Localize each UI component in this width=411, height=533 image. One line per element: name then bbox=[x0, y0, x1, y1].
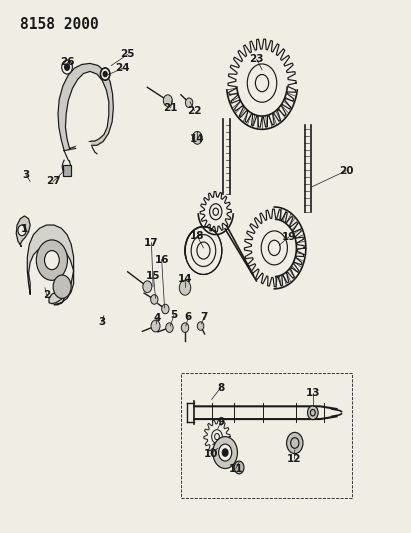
Text: 11: 11 bbox=[229, 464, 243, 473]
Circle shape bbox=[185, 227, 222, 274]
Text: 4: 4 bbox=[153, 312, 161, 322]
Text: 27: 27 bbox=[46, 176, 60, 187]
Text: 2: 2 bbox=[43, 289, 50, 300]
Circle shape bbox=[36, 240, 67, 280]
Circle shape bbox=[166, 323, 173, 333]
Circle shape bbox=[44, 251, 59, 270]
Text: 13: 13 bbox=[305, 388, 320, 398]
Circle shape bbox=[143, 281, 152, 293]
Polygon shape bbox=[200, 191, 231, 232]
Text: 18: 18 bbox=[190, 231, 205, 241]
Text: 7: 7 bbox=[201, 312, 208, 322]
Circle shape bbox=[65, 64, 69, 70]
Circle shape bbox=[179, 280, 191, 295]
Text: 8: 8 bbox=[217, 383, 224, 393]
Text: 1: 1 bbox=[21, 224, 28, 235]
Circle shape bbox=[219, 444, 232, 461]
Polygon shape bbox=[16, 216, 30, 246]
Polygon shape bbox=[245, 209, 304, 287]
Circle shape bbox=[103, 71, 107, 77]
Text: 26: 26 bbox=[60, 58, 75, 67]
Polygon shape bbox=[58, 63, 113, 151]
Text: 16: 16 bbox=[155, 255, 169, 264]
Circle shape bbox=[163, 95, 172, 107]
Circle shape bbox=[162, 304, 169, 314]
Text: 15: 15 bbox=[146, 271, 161, 280]
Circle shape bbox=[62, 60, 72, 74]
Text: 3: 3 bbox=[23, 170, 30, 180]
Text: 14: 14 bbox=[190, 134, 205, 144]
Circle shape bbox=[185, 98, 193, 108]
Text: 9: 9 bbox=[217, 417, 225, 427]
Polygon shape bbox=[76, 142, 92, 154]
Circle shape bbox=[181, 323, 189, 333]
Circle shape bbox=[151, 320, 160, 332]
Text: 23: 23 bbox=[249, 54, 264, 64]
Text: 10: 10 bbox=[203, 449, 218, 458]
Text: 25: 25 bbox=[120, 50, 135, 59]
Circle shape bbox=[197, 322, 204, 330]
Polygon shape bbox=[228, 39, 296, 127]
Circle shape bbox=[286, 432, 303, 454]
Text: 21: 21 bbox=[164, 103, 178, 113]
Text: 8158 2000: 8158 2000 bbox=[21, 17, 99, 31]
Circle shape bbox=[213, 437, 238, 469]
Text: 24: 24 bbox=[115, 63, 130, 73]
Text: 19: 19 bbox=[282, 232, 296, 242]
Text: 14: 14 bbox=[178, 274, 192, 284]
Text: 22: 22 bbox=[187, 106, 202, 116]
Circle shape bbox=[234, 461, 244, 474]
Circle shape bbox=[192, 132, 202, 144]
Polygon shape bbox=[27, 225, 74, 305]
FancyBboxPatch shape bbox=[63, 165, 71, 176]
Circle shape bbox=[53, 275, 71, 298]
Text: 17: 17 bbox=[144, 238, 159, 247]
Text: 3: 3 bbox=[98, 317, 106, 327]
Text: 6: 6 bbox=[185, 312, 192, 322]
Circle shape bbox=[18, 225, 26, 236]
Circle shape bbox=[222, 449, 228, 456]
Text: 20: 20 bbox=[339, 166, 353, 176]
Text: 12: 12 bbox=[287, 454, 302, 464]
Circle shape bbox=[150, 295, 158, 304]
Polygon shape bbox=[204, 419, 230, 454]
Circle shape bbox=[307, 406, 318, 419]
Text: 5: 5 bbox=[170, 310, 178, 320]
Circle shape bbox=[100, 68, 110, 80]
